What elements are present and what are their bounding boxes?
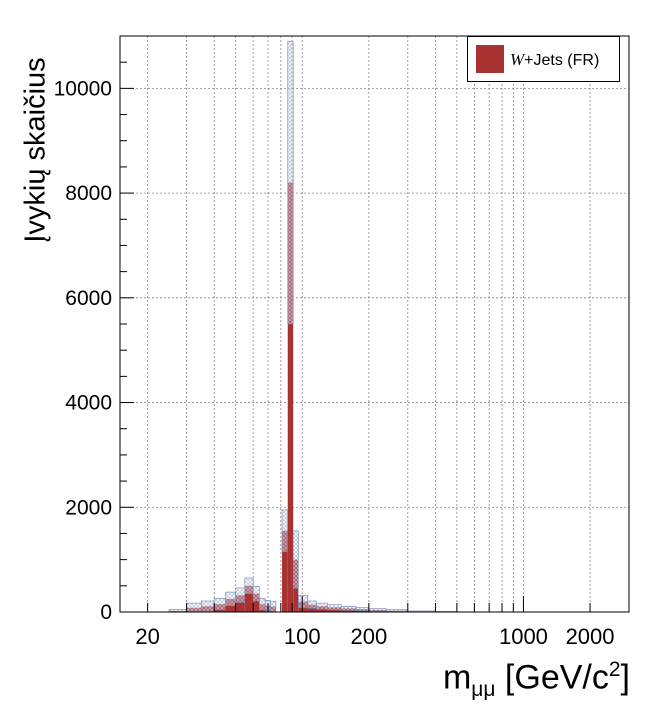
x-axis-label-sub: μμ (471, 678, 496, 702)
bar (253, 593, 260, 612)
bar-uncertainty (287, 40, 294, 325)
bar-uncertainty (244, 577, 254, 594)
bar-uncertainty (235, 587, 246, 603)
axes (119, 35, 630, 613)
bar-uncertainty (368, 608, 387, 612)
tick-labels: 0 2000 4000 6000 8000 10000 20 100 200 1000 2000 (54, 77, 615, 649)
bar-uncertainty (292, 530, 299, 589)
bar-uncertainty (186, 602, 202, 613)
x-axis-label-close: ] (620, 658, 630, 697)
bar (244, 585, 254, 612)
bar-uncertainty (201, 600, 215, 612)
bar-uncertainty (307, 600, 317, 609)
y-axis-label-text: Įvykių skaičius (19, 57, 52, 243)
histogram-bars (168, 40, 458, 613)
x-tick-label: 200 (350, 624, 387, 649)
bar-uncertainty (270, 601, 277, 613)
bar-uncertainty (281, 509, 289, 553)
grid-lines (120, 36, 630, 612)
bar-uncertainty (213, 598, 226, 611)
x-axis-label: mμμ [GeV/c2] (443, 658, 630, 702)
bar-uncertainty (340, 605, 357, 611)
bar-uncertainty (298, 594, 309, 609)
legend-swatch (476, 45, 504, 73)
bar (235, 595, 245, 612)
x-tick-label: 1000 (499, 624, 548, 649)
bar-uncertainty (259, 598, 266, 611)
bar-uncertainty (252, 586, 260, 602)
bar (287, 182, 294, 613)
y-tick-label: 8000 (65, 182, 112, 205)
plot-frame (119, 35, 630, 613)
y-tick-label: 2000 (65, 496, 112, 519)
y-tick-label: 6000 (65, 287, 112, 310)
legend-label: W+Jets (FR) (510, 50, 599, 70)
legend: W+Jets (FR) (467, 36, 620, 82)
legend-label-rest: +Jets (FR) (524, 52, 600, 69)
bar-uncertainty (225, 591, 236, 607)
y-tick-label: 0 (100, 601, 112, 624)
y-tick-label: 10000 (54, 77, 112, 100)
x-axis-label-sup: 2 (608, 658, 621, 681)
x-tick-label: 100 (284, 624, 321, 649)
bar-uncertainty (355, 607, 370, 611)
x-axis-label-main: m (442, 658, 472, 697)
x-axis-label-unit: [GeV/c (495, 658, 609, 697)
x-tick-label: 20 (135, 624, 159, 649)
x-tick-label: 2000 (566, 624, 615, 649)
bar-uncertainty (316, 602, 328, 610)
bar (282, 530, 288, 612)
y-tick-label: 4000 (65, 392, 112, 415)
bar-uncertainty (327, 604, 342, 611)
legend-label-italic: W (510, 50, 525, 69)
bar-uncertainty (386, 609, 409, 613)
